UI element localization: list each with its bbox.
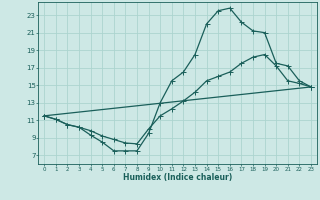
X-axis label: Humidex (Indice chaleur): Humidex (Indice chaleur) [123, 173, 232, 182]
